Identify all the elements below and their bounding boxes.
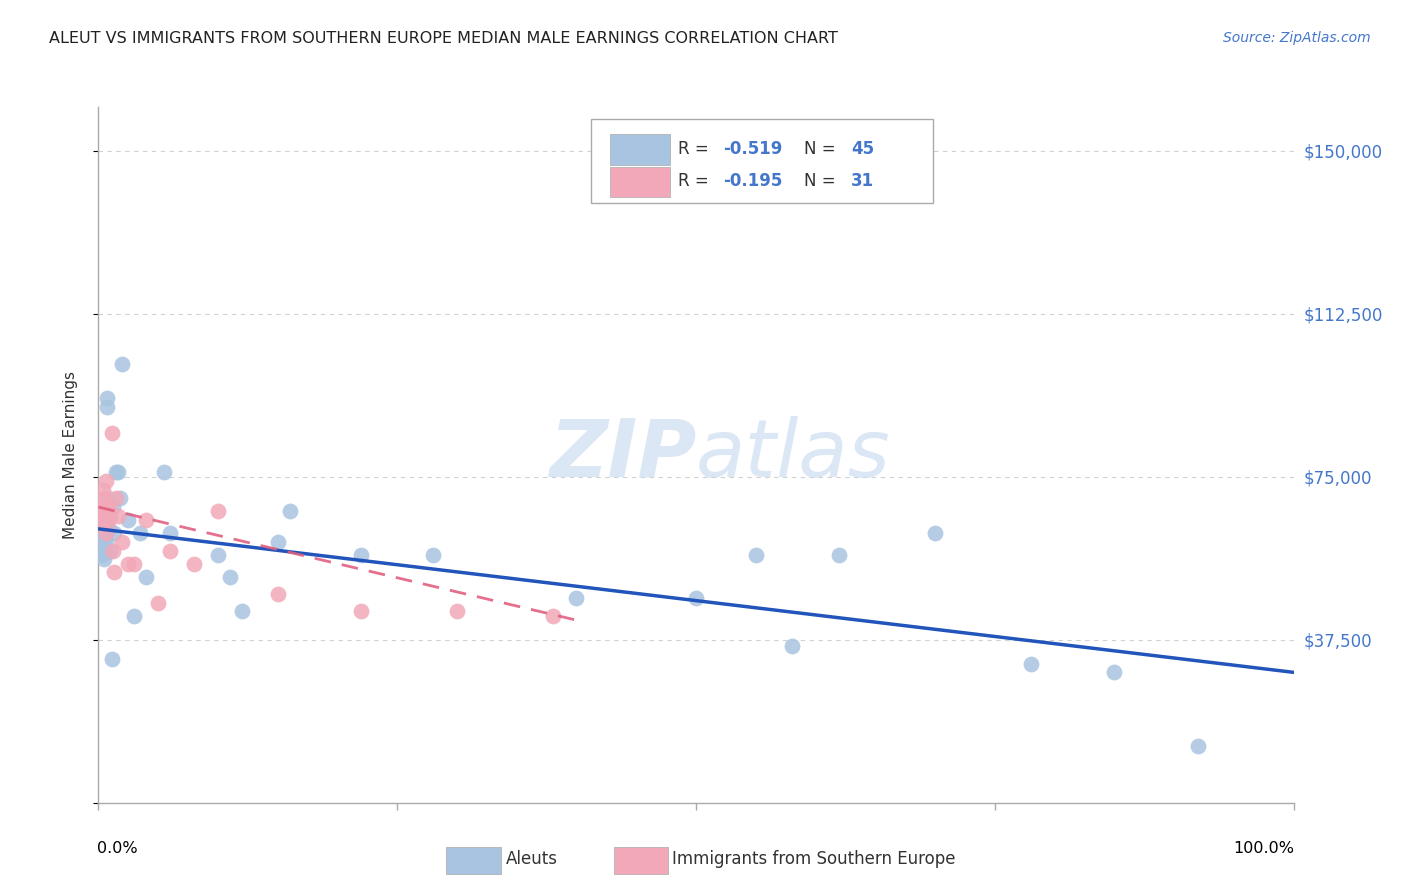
Point [101, 500, 124, 514]
Point [153, 466, 176, 480]
Text: ZIP: ZIP [548, 416, 696, 494]
Point [91, 548, 114, 562]
Point [124, 608, 146, 623]
Point [111, 357, 134, 371]
Point [111, 535, 134, 549]
Point [98, 504, 121, 518]
Point [278, 504, 301, 518]
Point [828, 548, 851, 562]
FancyBboxPatch shape [610, 134, 669, 165]
Point [91, 508, 114, 523]
Point [446, 605, 468, 619]
Point [267, 535, 290, 549]
Point [98, 522, 121, 536]
Point [91, 483, 114, 497]
Point [565, 591, 588, 606]
Point [159, 543, 181, 558]
Point [422, 548, 444, 562]
Point [541, 608, 564, 623]
Point [96, 392, 118, 406]
Point [97, 513, 120, 527]
Point [90, 535, 112, 549]
Text: -0.195: -0.195 [724, 172, 783, 190]
Point [183, 557, 205, 571]
Point [91, 500, 114, 514]
Point [105, 491, 128, 506]
Point [97, 500, 120, 514]
Point [107, 508, 129, 523]
Point [96, 517, 118, 532]
Point [267, 587, 290, 601]
FancyBboxPatch shape [591, 119, 932, 203]
Point [124, 557, 146, 571]
Point [89, 513, 111, 527]
Text: atlas: atlas [696, 416, 891, 494]
Point [94, 474, 117, 488]
Point [219, 570, 242, 584]
Point [129, 526, 152, 541]
Point [159, 526, 181, 541]
Point [1102, 665, 1125, 680]
Point [94, 526, 117, 541]
Y-axis label: Median Male Earnings: Median Male Earnings [63, 371, 77, 539]
Point [91, 522, 114, 536]
Text: 0.0%: 0.0% [97, 841, 138, 856]
Point [350, 605, 373, 619]
Text: Source: ZipAtlas.com: Source: ZipAtlas.com [1223, 31, 1371, 45]
Point [350, 548, 373, 562]
Text: R =: R = [678, 140, 714, 158]
Point [231, 605, 253, 619]
Text: 45: 45 [852, 140, 875, 158]
Point [93, 552, 115, 566]
Point [100, 426, 122, 441]
Point [93, 531, 115, 545]
Point [94, 535, 117, 549]
Point [96, 400, 118, 414]
Point [91, 500, 114, 514]
FancyBboxPatch shape [613, 847, 668, 874]
Point [94, 526, 117, 541]
Point [98, 543, 122, 558]
Point [105, 466, 128, 480]
Text: N =: N = [804, 172, 841, 190]
Text: -0.519: -0.519 [724, 140, 783, 158]
Point [685, 591, 707, 606]
Point [1187, 739, 1209, 754]
Point [108, 491, 131, 506]
Text: N =: N = [804, 140, 841, 158]
Point [135, 570, 157, 584]
Point [103, 566, 125, 580]
Point [103, 526, 125, 541]
Point [1019, 657, 1042, 671]
Text: R =: R = [678, 172, 714, 190]
Point [207, 504, 229, 518]
Point [98, 508, 122, 523]
Point [135, 513, 157, 527]
Text: Immigrants from Southern Europe: Immigrants from Southern Europe [672, 850, 956, 868]
Point [117, 513, 139, 527]
Point [93, 508, 115, 523]
Point [148, 596, 170, 610]
Point [91, 526, 114, 541]
Point [93, 491, 115, 506]
FancyBboxPatch shape [610, 167, 669, 197]
Point [745, 548, 768, 562]
Point [780, 639, 803, 653]
Point [90, 517, 112, 532]
Point [101, 543, 124, 558]
Text: 31: 31 [852, 172, 875, 190]
Text: ALEUT VS IMMIGRANTS FROM SOUTHERN EUROPE MEDIAN MALE EARNINGS CORRELATION CHART: ALEUT VS IMMIGRANTS FROM SOUTHERN EUROPE… [49, 31, 838, 46]
FancyBboxPatch shape [446, 847, 501, 874]
Point [100, 652, 122, 666]
Point [117, 557, 139, 571]
Point [91, 539, 114, 553]
Point [97, 491, 120, 506]
Text: 100.0%: 100.0% [1233, 841, 1295, 856]
Point [207, 548, 229, 562]
Text: Aleuts: Aleuts [506, 850, 558, 868]
Point [93, 543, 115, 558]
Point [924, 526, 946, 541]
Point [107, 466, 129, 480]
